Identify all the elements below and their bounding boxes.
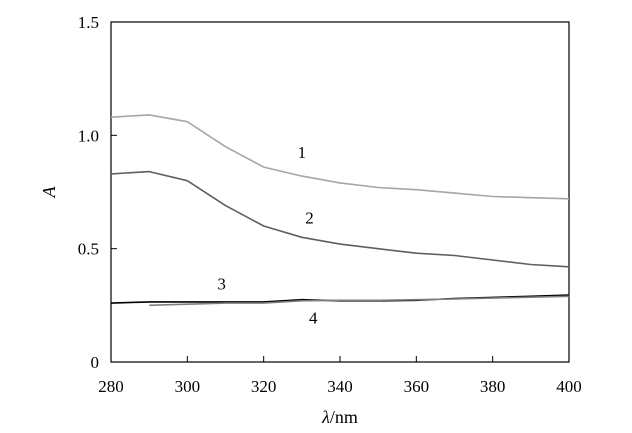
curve-labels: 1 2 3 4 [217,143,318,327]
y-tick-label: 0.5 [78,240,99,259]
x-axis-ticks: 280 300 320 340 360 380 400 [98,356,582,396]
x-tick-label: 280 [98,377,124,396]
x-tick-label: 320 [251,377,277,396]
y-tick-label: 1.0 [78,126,99,145]
x-axis-title-unit: /nm [330,407,358,427]
x-tick-label: 380 [480,377,506,396]
series-label-1: 1 [298,143,307,162]
plot-frame [110,21,570,363]
y-tick-label: 0 [91,353,100,372]
x-tick-label: 340 [327,377,353,396]
y-axis-ticks: 0 0.5 1.0 1.5 [78,13,117,372]
series-line-1 [110,114,570,200]
series-label-2: 2 [305,209,314,228]
y-tick-label: 1.5 [78,13,99,32]
y-axis-title: A [39,186,59,199]
series-line-2 [110,170,570,268]
series-label-3: 3 [217,274,226,293]
x-tick-label: 360 [404,377,430,396]
series-line-4 [149,295,570,307]
x-axis-title-symbol: λ [321,407,330,427]
series-label-4: 4 [309,308,318,327]
curves [110,114,570,307]
x-tick-label: 400 [556,377,582,396]
series-line-3 [110,294,570,304]
x-axis-title: λ/nm [321,407,358,427]
x-tick-label: 300 [175,377,201,396]
